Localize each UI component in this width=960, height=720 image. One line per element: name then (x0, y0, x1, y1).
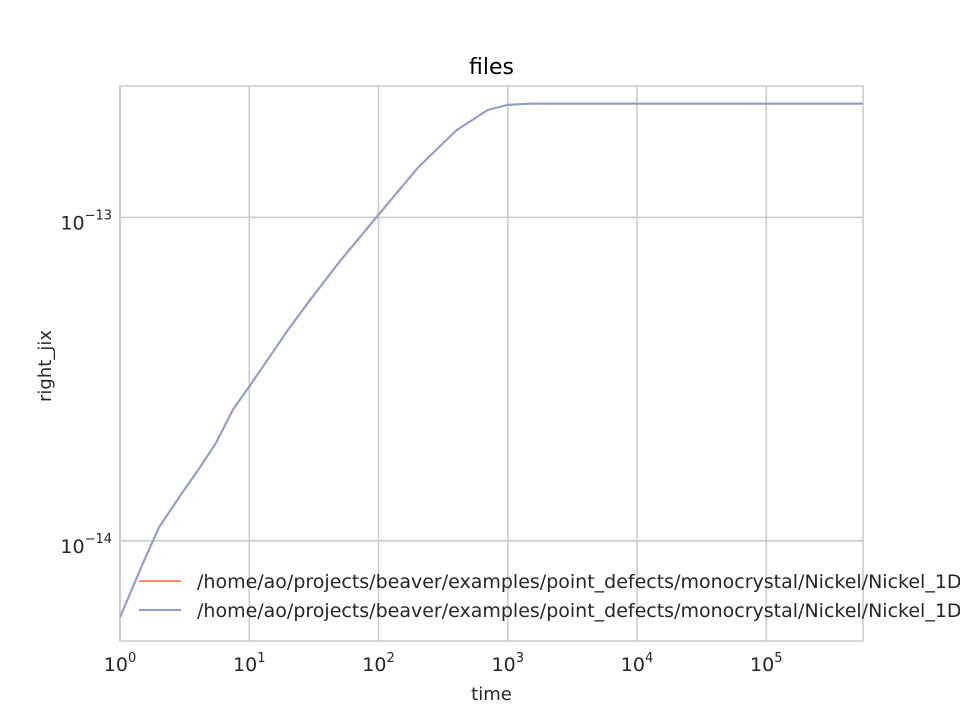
grid-lines (119, 86, 863, 641)
x-tick-label: 104 (621, 651, 653, 676)
legend: /home/ao/projects/beaver/examples/point_… (139, 571, 960, 622)
x-tick-label: 101 (233, 651, 265, 676)
series-line-2 (120, 102, 863, 618)
series-lines (120, 102, 863, 618)
x-tick-label: 100 (104, 651, 136, 676)
legend-label-1: /home/ao/projects/beaver/examples/point_… (197, 571, 960, 593)
y-tick-label: 10−13 (60, 208, 112, 234)
x-tick-label: 103 (492, 651, 524, 676)
plot-area (120, 86, 863, 641)
x-axis-label: time (471, 684, 512, 705)
x-tick-label: 105 (750, 651, 782, 676)
y-axis-label: right_jix (35, 330, 56, 402)
y-tick-label: 10−14 (60, 532, 112, 558)
y-tick-labels: 10−14 10−13 (60, 208, 112, 557)
plot-frame (119, 85, 864, 642)
x-tick-labels: 100 101 102 103 104 105 (104, 651, 783, 676)
chart-title: files (469, 55, 514, 80)
legend-label-2: /home/ao/projects/beaver/examples/point_… (197, 600, 960, 622)
x-tick-label: 102 (362, 651, 394, 676)
